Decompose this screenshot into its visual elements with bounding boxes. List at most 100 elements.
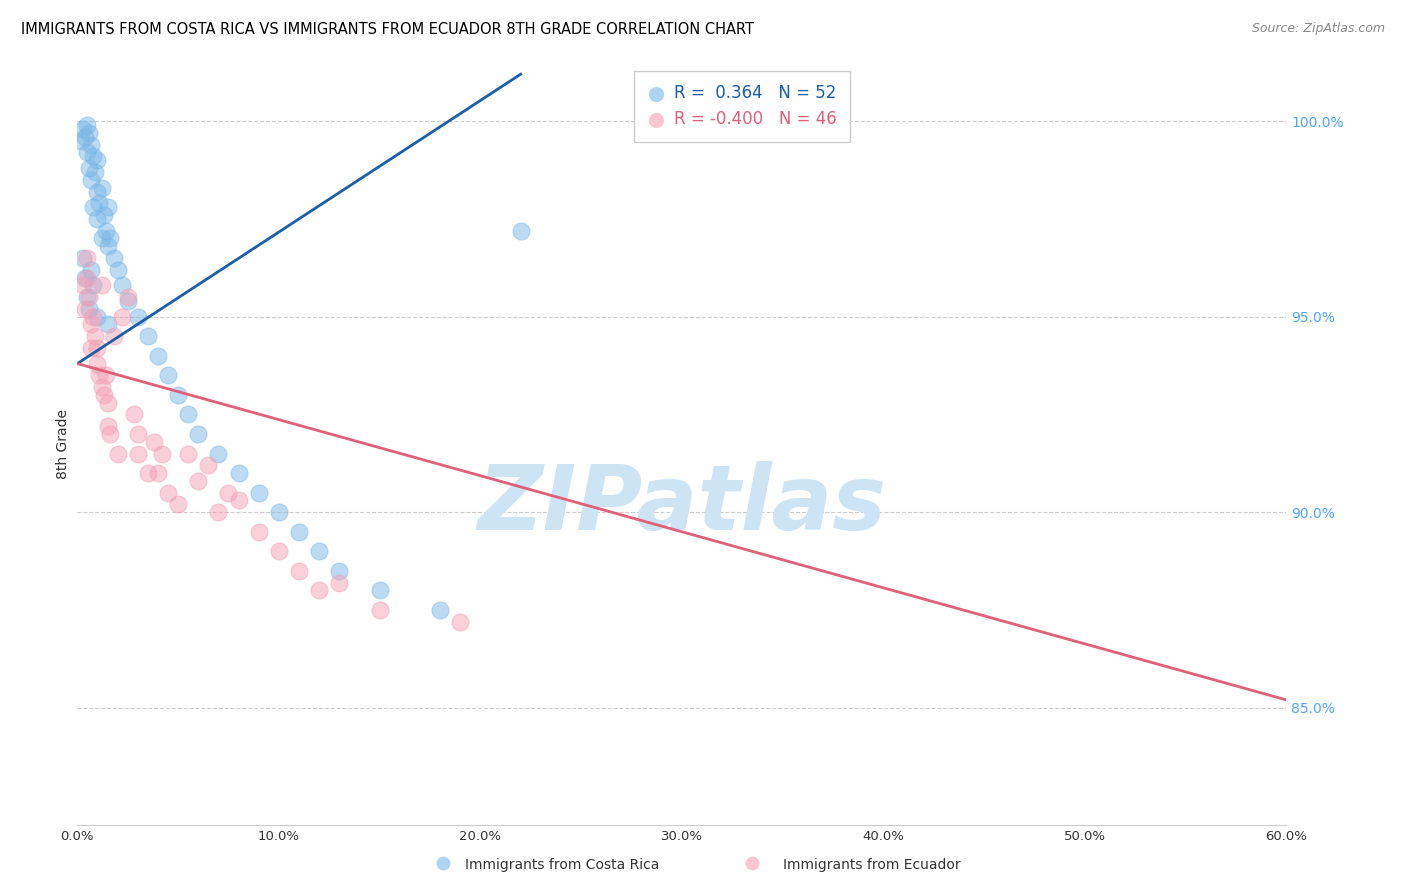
Point <box>117 293 139 308</box>
Point <box>82 149 104 163</box>
Point <box>89 196 111 211</box>
Point <box>96 318 118 332</box>
Point <box>167 388 190 402</box>
Point <box>228 466 250 480</box>
Point <box>177 408 200 422</box>
Legend: R =  0.364   N = 52, R = -0.400   N = 46: R = 0.364 N = 52, R = -0.400 N = 46 <box>634 70 851 142</box>
Point <box>103 329 125 343</box>
Point <box>90 278 112 293</box>
Point <box>75 270 97 285</box>
Point <box>167 497 190 511</box>
Point <box>80 173 103 187</box>
Point <box>207 505 229 519</box>
Point <box>146 349 169 363</box>
Point <box>187 427 209 442</box>
Point <box>98 427 121 442</box>
Point <box>267 505 290 519</box>
Point <box>96 419 118 434</box>
Point <box>72 251 94 265</box>
Point <box>509 224 531 238</box>
Point <box>89 368 111 383</box>
Point <box>96 395 118 409</box>
Point <box>197 458 219 473</box>
Text: ZIPatlas: ZIPatlas <box>478 461 886 549</box>
Point <box>288 524 311 539</box>
Point <box>76 270 98 285</box>
Point <box>187 474 209 488</box>
Point <box>122 408 145 422</box>
Point <box>107 262 129 277</box>
Point <box>368 583 391 598</box>
Point <box>328 564 350 578</box>
Point <box>267 544 290 558</box>
Point <box>142 434 165 449</box>
Point <box>111 278 134 293</box>
Text: Immigrants from Costa Rica: Immigrants from Costa Rica <box>465 858 659 872</box>
Point <box>218 485 240 500</box>
Point <box>247 485 270 500</box>
Point <box>86 185 108 199</box>
Point <box>79 126 101 140</box>
Point <box>308 583 330 598</box>
Point <box>84 329 107 343</box>
Point <box>207 446 229 460</box>
Point <box>247 524 270 539</box>
Point <box>90 231 112 245</box>
Text: IMMIGRANTS FROM COSTA RICA VS IMMIGRANTS FROM ECUADOR 8TH GRADE CORRELATION CHAR: IMMIGRANTS FROM COSTA RICA VS IMMIGRANTS… <box>21 22 754 37</box>
Point <box>80 137 103 152</box>
Point <box>150 446 173 460</box>
Point <box>93 388 115 402</box>
Point <box>98 231 121 245</box>
Point <box>94 224 117 238</box>
Point <box>75 129 97 144</box>
Point <box>117 290 139 304</box>
Point <box>368 603 391 617</box>
Point <box>228 493 250 508</box>
Point <box>93 208 115 222</box>
Point <box>429 603 451 617</box>
Point <box>127 427 149 442</box>
Point <box>79 301 101 316</box>
Point <box>72 122 94 136</box>
Point <box>103 251 125 265</box>
Point <box>94 368 117 383</box>
Y-axis label: 8th Grade: 8th Grade <box>56 409 70 479</box>
Point <box>86 357 108 371</box>
Point <box>146 466 169 480</box>
Point <box>76 251 98 265</box>
Point <box>70 134 93 148</box>
Point <box>157 368 180 383</box>
Point <box>127 446 149 460</box>
Point <box>86 341 108 355</box>
Point <box>86 310 108 324</box>
Point <box>96 239 118 253</box>
Point <box>86 153 108 168</box>
Point <box>90 180 112 194</box>
Point <box>96 200 118 214</box>
Point <box>127 310 149 324</box>
Point <box>76 145 98 160</box>
Point <box>82 310 104 324</box>
Point <box>82 278 104 293</box>
Point <box>136 329 159 343</box>
Point <box>72 278 94 293</box>
Point <box>136 466 159 480</box>
Point <box>90 380 112 394</box>
Point <box>82 200 104 214</box>
Point <box>111 310 134 324</box>
Point <box>177 446 200 460</box>
Point <box>741 856 763 871</box>
Point <box>308 544 330 558</box>
Text: Source: ZipAtlas.com: Source: ZipAtlas.com <box>1251 22 1385 36</box>
Point <box>75 301 97 316</box>
Point <box>80 262 103 277</box>
Point <box>80 341 103 355</box>
Point <box>157 485 180 500</box>
Point <box>432 856 454 871</box>
Point <box>79 290 101 304</box>
Point <box>449 615 471 629</box>
Point <box>76 118 98 132</box>
Point <box>84 165 107 179</box>
Point <box>80 318 103 332</box>
Point <box>107 446 129 460</box>
